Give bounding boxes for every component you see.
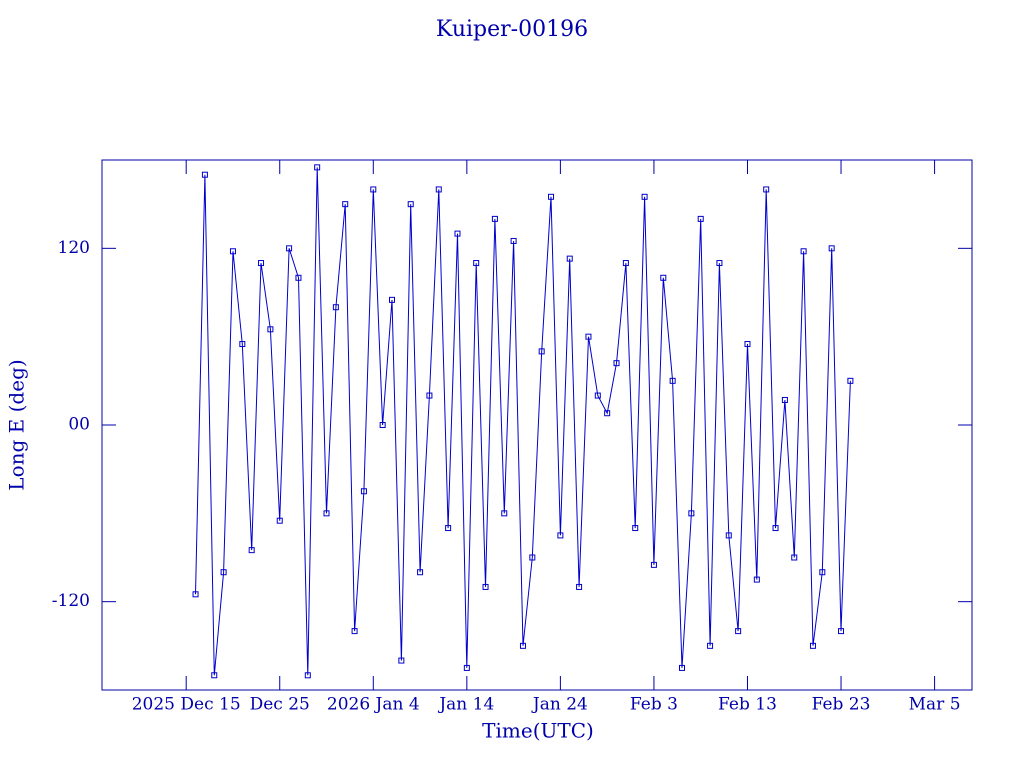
data-point bbox=[519, 642, 526, 649]
data-point bbox=[548, 193, 555, 200]
y-tick-label: 00 bbox=[68, 415, 90, 435]
data-point bbox=[482, 583, 489, 590]
data-point bbox=[220, 569, 227, 576]
data-point bbox=[407, 201, 414, 208]
data-point bbox=[463, 664, 470, 671]
data-point bbox=[501, 510, 508, 517]
data-point bbox=[286, 245, 293, 252]
data-point bbox=[304, 672, 311, 679]
x-tick-label: Jan 14 bbox=[437, 695, 494, 715]
data-point bbox=[211, 672, 218, 679]
data-point bbox=[604, 410, 611, 417]
data-point bbox=[323, 510, 330, 517]
data-point bbox=[707, 642, 714, 649]
data-point bbox=[435, 186, 442, 193]
data-point bbox=[725, 532, 732, 539]
data-point bbox=[566, 255, 573, 262]
data-point bbox=[276, 517, 283, 524]
data-point bbox=[688, 510, 695, 517]
data-point bbox=[314, 164, 321, 171]
data-point bbox=[398, 657, 405, 664]
data-line bbox=[195, 167, 851, 676]
data-point bbox=[632, 525, 639, 532]
data-point bbox=[838, 628, 845, 635]
data-point bbox=[800, 248, 807, 255]
data-point bbox=[426, 392, 433, 399]
data-point bbox=[697, 215, 704, 222]
data-point bbox=[248, 547, 255, 554]
data-point bbox=[735, 628, 742, 635]
x-tick-label: Mar 5 bbox=[909, 695, 961, 715]
data-point bbox=[641, 193, 648, 200]
data-point bbox=[360, 488, 367, 495]
data-point bbox=[267, 326, 274, 333]
y-tick-label: 120 bbox=[58, 238, 90, 258]
data-point bbox=[819, 569, 826, 576]
data-point bbox=[613, 360, 620, 367]
data-point bbox=[491, 215, 498, 222]
x-tick-label: Jan 24 bbox=[531, 695, 588, 715]
x-tick-label: Dec 25 bbox=[250, 695, 310, 715]
data-point bbox=[622, 260, 629, 267]
data-point bbox=[809, 642, 816, 649]
data-point bbox=[763, 186, 770, 193]
x-tick-label: 2026 Jan 4 bbox=[327, 695, 420, 715]
data-point bbox=[781, 396, 788, 403]
x-tick-label: 2025 Dec 15 bbox=[132, 695, 241, 715]
data-point bbox=[716, 260, 723, 267]
data-point bbox=[370, 186, 377, 193]
y-tick-label: -120 bbox=[52, 591, 90, 611]
data-point bbox=[744, 341, 751, 348]
data-point bbox=[417, 569, 424, 576]
data-point bbox=[239, 341, 246, 348]
data-point bbox=[772, 525, 779, 532]
data-point bbox=[295, 274, 302, 281]
data-point bbox=[192, 591, 199, 598]
data-point bbox=[389, 296, 395, 303]
data-point bbox=[538, 348, 545, 355]
data-point bbox=[332, 304, 339, 311]
x-tick-label: Feb 13 bbox=[718, 695, 777, 715]
data-point bbox=[473, 260, 480, 267]
x-tick-label: Feb 23 bbox=[812, 695, 871, 715]
data-point bbox=[201, 171, 208, 178]
data-point bbox=[660, 274, 667, 281]
data-point bbox=[510, 237, 517, 244]
data-point bbox=[576, 583, 583, 590]
data-point bbox=[669, 377, 676, 384]
data-point bbox=[791, 554, 798, 561]
data-point bbox=[445, 525, 452, 532]
data-point bbox=[594, 392, 601, 399]
data-point bbox=[557, 532, 564, 539]
chart-title: Kuiper-00196 bbox=[436, 17, 588, 42]
y-axis-label: Long E (deg) bbox=[5, 359, 29, 490]
data-point bbox=[258, 260, 265, 267]
data-point bbox=[679, 664, 685, 671]
data-point bbox=[454, 230, 461, 237]
data-point bbox=[529, 554, 536, 561]
data-point bbox=[828, 245, 835, 252]
data-point bbox=[753, 576, 760, 583]
x-axis-label: Time(UTC) bbox=[482, 719, 594, 743]
x-tick-label: Feb 3 bbox=[630, 695, 678, 715]
data-point bbox=[847, 377, 854, 384]
data-point bbox=[650, 561, 657, 568]
data-point bbox=[229, 248, 236, 255]
data-point bbox=[351, 628, 358, 635]
data-point bbox=[342, 201, 349, 208]
data-point bbox=[379, 422, 386, 428]
data-point bbox=[585, 333, 592, 340]
